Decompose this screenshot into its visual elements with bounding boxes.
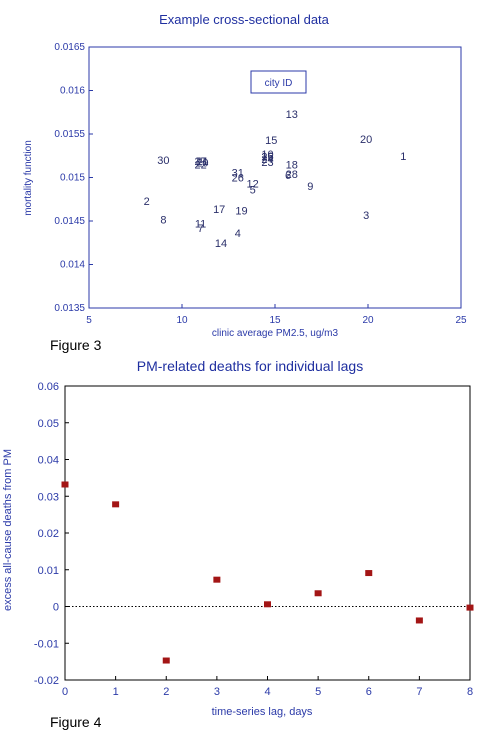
point-label: 17 (213, 204, 225, 216)
point-label: 6 (285, 170, 291, 182)
x-tick-label: 5 (315, 686, 321, 698)
y-tick-label: 0.02 (38, 528, 59, 540)
point-label: 30 (157, 155, 169, 167)
point-label: 21 (196, 156, 208, 168)
point-label: 26 (232, 173, 244, 185)
y-tick-label: -0.01 (34, 638, 59, 650)
point-label: 12 (247, 179, 259, 191)
point-label: 7 (198, 223, 204, 235)
plot-frame (64, 385, 471, 681)
point-label: 18 (286, 159, 298, 171)
y-tick-label: 0.0155 (54, 129, 85, 140)
legend-box (250, 70, 307, 94)
x-tick-label: 8 (467, 686, 473, 698)
x-tick-label: 0 (62, 686, 68, 698)
point-label: 5 (250, 185, 256, 197)
data-point-marker (213, 576, 221, 583)
data-point-marker (466, 604, 474, 611)
y-tick-label: 0 (53, 602, 59, 614)
data-point-marker (162, 657, 170, 664)
point-label: 19 (235, 206, 247, 218)
y-tick-label: 0.04 (38, 455, 59, 467)
x-tick-label: 2 (163, 686, 169, 698)
y-tick-label: 0.014 (60, 260, 85, 271)
y-tick-label: 0.03 (38, 491, 59, 503)
data-point-marker (264, 601, 271, 608)
point-label: 25 (261, 152, 273, 164)
chart-title: Example cross-sectional data (159, 12, 330, 27)
point-label: 23 (261, 157, 273, 169)
legend-label: city ID (265, 78, 293, 89)
y-tick-label: 0.0165 (54, 42, 85, 53)
point-label: 8 (160, 214, 166, 226)
point-label: 28 (286, 169, 298, 181)
point-label: 16 (261, 151, 273, 163)
y-tick-label: 0.05 (38, 418, 59, 430)
x-tick-label: 1 (113, 686, 119, 698)
y-tick-label: 0.01 (38, 565, 59, 577)
x-tick-label: 7 (416, 686, 422, 698)
point-label: 13 (286, 109, 298, 121)
x-tick-label: 3 (214, 686, 220, 698)
data-point-marker (415, 617, 423, 624)
point-label: 11 (195, 219, 206, 231)
point-label: 15 (265, 135, 277, 147)
x-tick-label: 6 (366, 686, 372, 698)
point-label: 22 (194, 159, 206, 171)
point-label: 9 (307, 181, 313, 193)
y-tick-label: 0.0145 (54, 216, 85, 227)
point-label: 24 (261, 154, 273, 166)
y-tick-label: 0.06 (38, 381, 59, 393)
x-axis-label: time-series lag, days (212, 706, 313, 718)
point-label: 4 (235, 228, 241, 240)
data-point-marker (112, 501, 120, 508)
y-tick-label: 0.015 (60, 173, 85, 184)
x-axis-label: clinic average PM2.5, ug/m3 (212, 328, 339, 339)
chart-title: PM-related deaths for individual lags (137, 358, 363, 374)
y-axis-label: mortality function (23, 140, 34, 216)
y-tick-label: 0.0135 (54, 303, 85, 314)
point-label: 14 (215, 238, 227, 250)
point-label: 27 (194, 156, 206, 168)
figure-3-label: Figure 3 (50, 337, 102, 353)
chart-lag-deaths: PM-related deaths for individual lags 0 1 2… (2, 358, 474, 718)
x-tick-label: 15 (269, 315, 281, 326)
x-tick-label: 5 (86, 315, 92, 326)
data-point-marker (61, 481, 69, 488)
point-label: 31 (232, 167, 244, 179)
point-label: 29 (196, 158, 208, 170)
y-axis-label: excess all-cause deaths from PM (2, 449, 14, 611)
point-label: 20 (360, 134, 372, 146)
x-tick-label: 25 (455, 315, 467, 326)
point-label: 1 (400, 151, 406, 163)
data-point-marker (365, 570, 373, 577)
x-tick-label: 10 (176, 315, 188, 326)
data-point-marker (314, 590, 322, 597)
x-tick-label: 20 (362, 315, 374, 326)
x-tick-label: 4 (264, 686, 270, 698)
point-label: 10 (261, 149, 273, 161)
point-label: 3 (363, 210, 369, 222)
figure-4-label: Figure 4 (50, 714, 102, 730)
y-tick-label: 0.016 (60, 86, 85, 97)
y-tick-label: -0.02 (34, 675, 59, 687)
point-label: 2 (144, 196, 150, 208)
